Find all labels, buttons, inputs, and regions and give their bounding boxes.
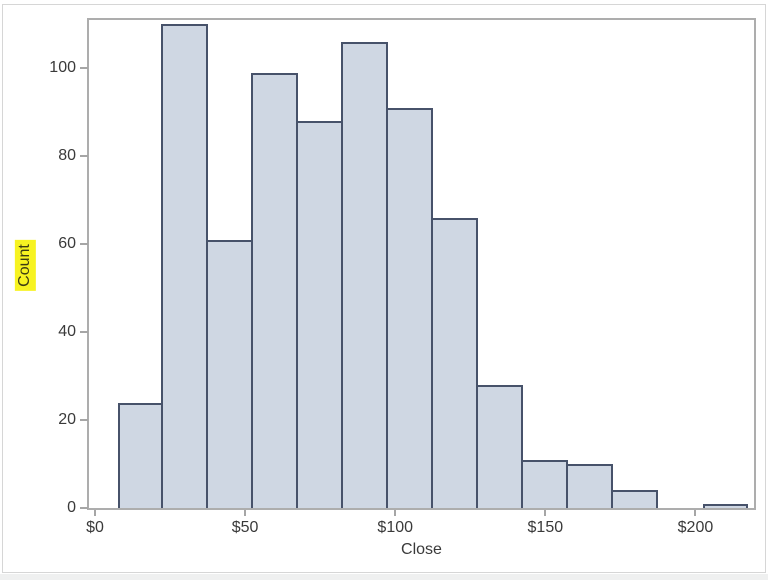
plot-area: 0 20 40 60 80 100 $0 $50 $100 $150 $200 bbox=[49, 18, 756, 536]
x-axis-tick bbox=[544, 510, 547, 516]
y-axis-title: Count bbox=[7, 190, 43, 340]
y-axis-tick bbox=[80, 331, 88, 334]
y-axis-tick bbox=[80, 419, 88, 422]
x-axis-title: Close bbox=[401, 541, 442, 558]
y-axis-tick bbox=[80, 507, 88, 509]
histogram-bar bbox=[295, 121, 343, 508]
histogram-bar bbox=[117, 402, 163, 508]
histogram-bar bbox=[610, 490, 658, 508]
x-axis-tick-label: $150 bbox=[527, 519, 564, 536]
histogram-bar bbox=[340, 41, 388, 508]
window-frame: 0 20 40 60 80 100 $0 $50 $100 $150 $200 Count Clos… bbox=[2, 4, 766, 573]
histogram-bar bbox=[250, 72, 298, 508]
x-axis-tick-label: $0 bbox=[86, 519, 104, 536]
y-axis-tick-label: 20 bbox=[58, 411, 76, 429]
histogram-bar bbox=[565, 464, 613, 508]
histogram-bar bbox=[475, 384, 523, 508]
y-axis-tick-label: 60 bbox=[58, 235, 76, 253]
y-axis-tick bbox=[80, 243, 88, 246]
histogram-bar bbox=[205, 239, 253, 508]
x-axis-tick bbox=[94, 510, 96, 516]
y-axis-title-highlighted-text: Count bbox=[14, 239, 36, 291]
histogram-bar bbox=[160, 24, 208, 508]
y-axis-tick bbox=[80, 155, 88, 158]
y-axis-tick-label: 80 bbox=[58, 147, 76, 165]
histogram-bar bbox=[520, 459, 568, 508]
x-axis-tick bbox=[244, 510, 247, 516]
x-axis-tick bbox=[694, 510, 697, 516]
x-axis-tick-label: $200 bbox=[677, 519, 714, 536]
window-bottom-edge bbox=[0, 574, 768, 580]
y-axis-tick-label: 40 bbox=[58, 323, 76, 341]
x-axis-tick-label: $50 bbox=[231, 519, 259, 536]
y-axis-tick-label: 0 bbox=[67, 499, 76, 516]
histogram-bar bbox=[702, 503, 748, 508]
x-axis-tick bbox=[394, 510, 397, 516]
y-axis-tick bbox=[80, 67, 88, 70]
x-axis-tick-label: $100 bbox=[377, 519, 414, 536]
y-axis-tick-label: 100 bbox=[49, 59, 76, 77]
histogram-bar bbox=[385, 107, 433, 508]
histogram-bar bbox=[430, 217, 478, 508]
